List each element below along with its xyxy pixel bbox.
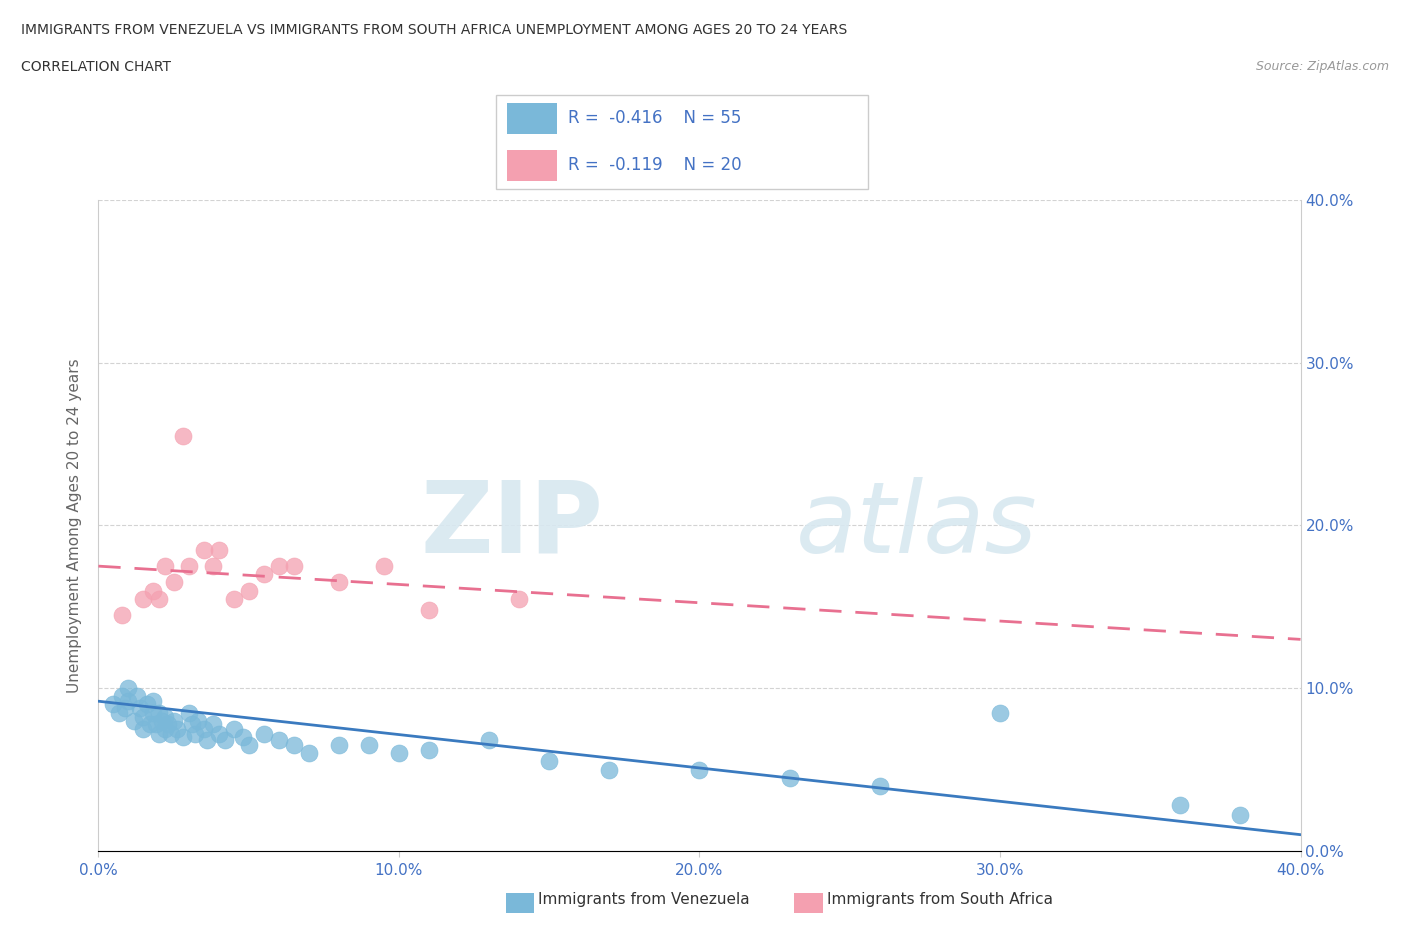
Text: Immigrants from Venezuela: Immigrants from Venezuela xyxy=(538,892,751,907)
Point xyxy=(114,700,136,715)
Text: IMMIGRANTS FROM VENEZUELA VS IMMIGRANTS FROM SOUTH AFRICA UNEMPLOYMENT AMONG AGE: IMMIGRANTS FROM VENEZUELA VS IMMIGRANTS … xyxy=(21,23,848,37)
Point xyxy=(177,705,200,720)
Point xyxy=(162,575,184,590)
Text: atlas: atlas xyxy=(796,477,1038,574)
Point xyxy=(283,737,305,752)
Point xyxy=(111,607,134,622)
Point xyxy=(869,778,891,793)
Point xyxy=(357,737,380,752)
Point xyxy=(148,726,170,741)
Point xyxy=(141,583,163,598)
FancyBboxPatch shape xyxy=(506,893,534,913)
Point xyxy=(238,737,260,752)
Point xyxy=(124,713,146,728)
FancyBboxPatch shape xyxy=(794,893,823,913)
Point xyxy=(156,717,179,732)
Text: R =  -0.416    N = 55: R = -0.416 N = 55 xyxy=(568,110,741,127)
Point xyxy=(418,742,440,757)
Point xyxy=(232,729,254,744)
Point xyxy=(328,737,350,752)
Point xyxy=(222,591,245,606)
Point xyxy=(153,711,176,725)
Point xyxy=(253,567,276,582)
Point xyxy=(172,729,194,744)
Text: Source: ZipAtlas.com: Source: ZipAtlas.com xyxy=(1256,60,1389,73)
Point xyxy=(208,542,231,557)
Point xyxy=(117,694,139,709)
Point xyxy=(298,746,321,761)
Text: Immigrants from South Africa: Immigrants from South Africa xyxy=(827,892,1053,907)
Point xyxy=(111,689,134,704)
Point xyxy=(141,694,163,709)
Point xyxy=(183,726,205,741)
Point xyxy=(238,583,260,598)
Point xyxy=(508,591,530,606)
Point xyxy=(418,603,440,618)
Text: CORRELATION CHART: CORRELATION CHART xyxy=(21,60,172,74)
Point xyxy=(1170,798,1192,813)
Point xyxy=(779,770,801,785)
Point xyxy=(201,559,224,574)
Point xyxy=(145,717,167,732)
Point xyxy=(328,575,350,590)
Point xyxy=(388,746,411,761)
Point xyxy=(689,763,711,777)
Point xyxy=(153,559,176,574)
Point xyxy=(129,700,152,715)
Point xyxy=(172,429,194,444)
Point xyxy=(153,722,176,737)
Point xyxy=(108,705,131,720)
Point xyxy=(283,559,305,574)
Point xyxy=(159,726,181,741)
Point xyxy=(538,754,561,769)
Point xyxy=(132,722,155,737)
FancyBboxPatch shape xyxy=(508,103,557,134)
Point xyxy=(373,559,395,574)
Point xyxy=(222,722,245,737)
Point xyxy=(478,733,501,748)
Point xyxy=(177,559,200,574)
Point xyxy=(214,733,236,748)
Point xyxy=(193,542,215,557)
Point xyxy=(103,698,125,712)
Point xyxy=(195,733,218,748)
Point xyxy=(598,763,620,777)
Point xyxy=(187,713,209,728)
Point xyxy=(201,717,224,732)
Point xyxy=(253,726,276,741)
FancyBboxPatch shape xyxy=(508,150,557,180)
Point xyxy=(127,689,149,704)
Point xyxy=(148,591,170,606)
Point xyxy=(180,717,202,732)
Point xyxy=(166,722,188,737)
Point xyxy=(1229,807,1251,823)
Point xyxy=(988,705,1011,720)
Point xyxy=(193,722,215,737)
Text: R =  -0.119    N = 20: R = -0.119 N = 20 xyxy=(568,156,741,174)
Point xyxy=(138,717,160,732)
Point xyxy=(150,713,173,728)
Text: ZIP: ZIP xyxy=(420,477,603,574)
Point xyxy=(141,705,163,720)
Point xyxy=(132,591,155,606)
Point xyxy=(135,698,157,712)
Y-axis label: Unemployment Among Ages 20 to 24 years: Unemployment Among Ages 20 to 24 years xyxy=(67,358,83,693)
Point xyxy=(208,726,231,741)
Point xyxy=(132,711,155,725)
FancyBboxPatch shape xyxy=(496,95,868,189)
Point xyxy=(267,559,290,574)
Point xyxy=(148,705,170,720)
Point xyxy=(162,713,184,728)
Point xyxy=(267,733,290,748)
Point xyxy=(117,681,139,696)
